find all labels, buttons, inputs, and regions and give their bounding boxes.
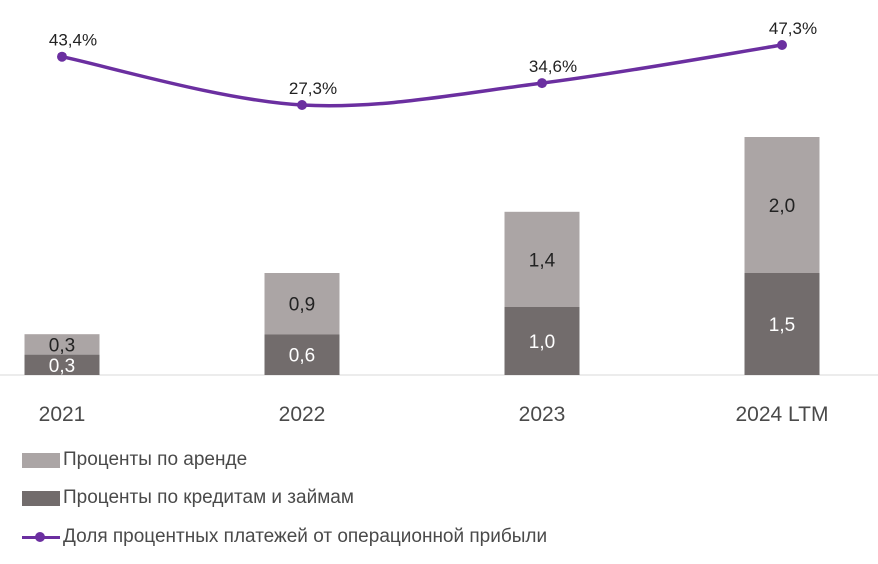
line-data-label: 34,6%	[529, 57, 577, 76]
bar-loans-2022	[264, 334, 340, 375]
line-point	[297, 100, 307, 110]
data-label-loans: 1,0	[529, 332, 555, 353]
bar-loans-2021	[24, 354, 100, 375]
bar-lease-2022	[264, 273, 340, 335]
bar-loans-2023	[504, 307, 580, 375]
data-label-loans: 0,3	[49, 356, 75, 377]
line-point	[57, 51, 67, 62]
x-tick-label: 2024 LTM	[736, 403, 829, 426]
data-label-lease: 0,3	[49, 335, 75, 356]
line-data-label: 47,3%	[769, 19, 817, 38]
x-tick-label: 2023	[519, 403, 566, 426]
bar-lease-2024-LTM	[744, 137, 820, 273]
legend-label-loans: Проценты по кредитам и займам	[63, 487, 354, 508]
line-data-label: 43,4%	[49, 31, 97, 50]
data-label-loans: 0,6	[289, 346, 315, 367]
legend-swatch-share	[22, 531, 60, 543]
legend-item-loans: Проценты по кредитам и займам	[22, 487, 354, 509]
data-label-lease: 2,0	[769, 196, 795, 217]
data-label-lease: 1,4	[529, 250, 556, 271]
bar-loans-2024-LTM	[744, 273, 820, 375]
legend-item-share: Доля процентных платежей от операционной…	[22, 526, 547, 548]
legend-swatch-loans	[22, 490, 60, 506]
legend-swatch-lease	[22, 452, 60, 468]
legend-label-lease: Проценты по аренде	[63, 449, 248, 470]
data-label-lease: 0,9	[289, 295, 315, 316]
line-point	[777, 40, 787, 50]
x-tick-label: 2021	[39, 403, 86, 426]
x-tick-label: 2022	[279, 403, 326, 426]
line-point	[537, 78, 547, 89]
bar-lease-2023	[504, 211, 580, 307]
data-label-loans: 1,5	[769, 315, 795, 336]
legend-item-lease: Проценты по аренде	[22, 449, 247, 471]
bar-lease-2021	[24, 334, 100, 355]
line-data-label: 27,3%	[289, 79, 337, 98]
line-share	[61, 43, 783, 108]
legend-label-share: Доля процентных платежей от операционной…	[63, 526, 548, 547]
